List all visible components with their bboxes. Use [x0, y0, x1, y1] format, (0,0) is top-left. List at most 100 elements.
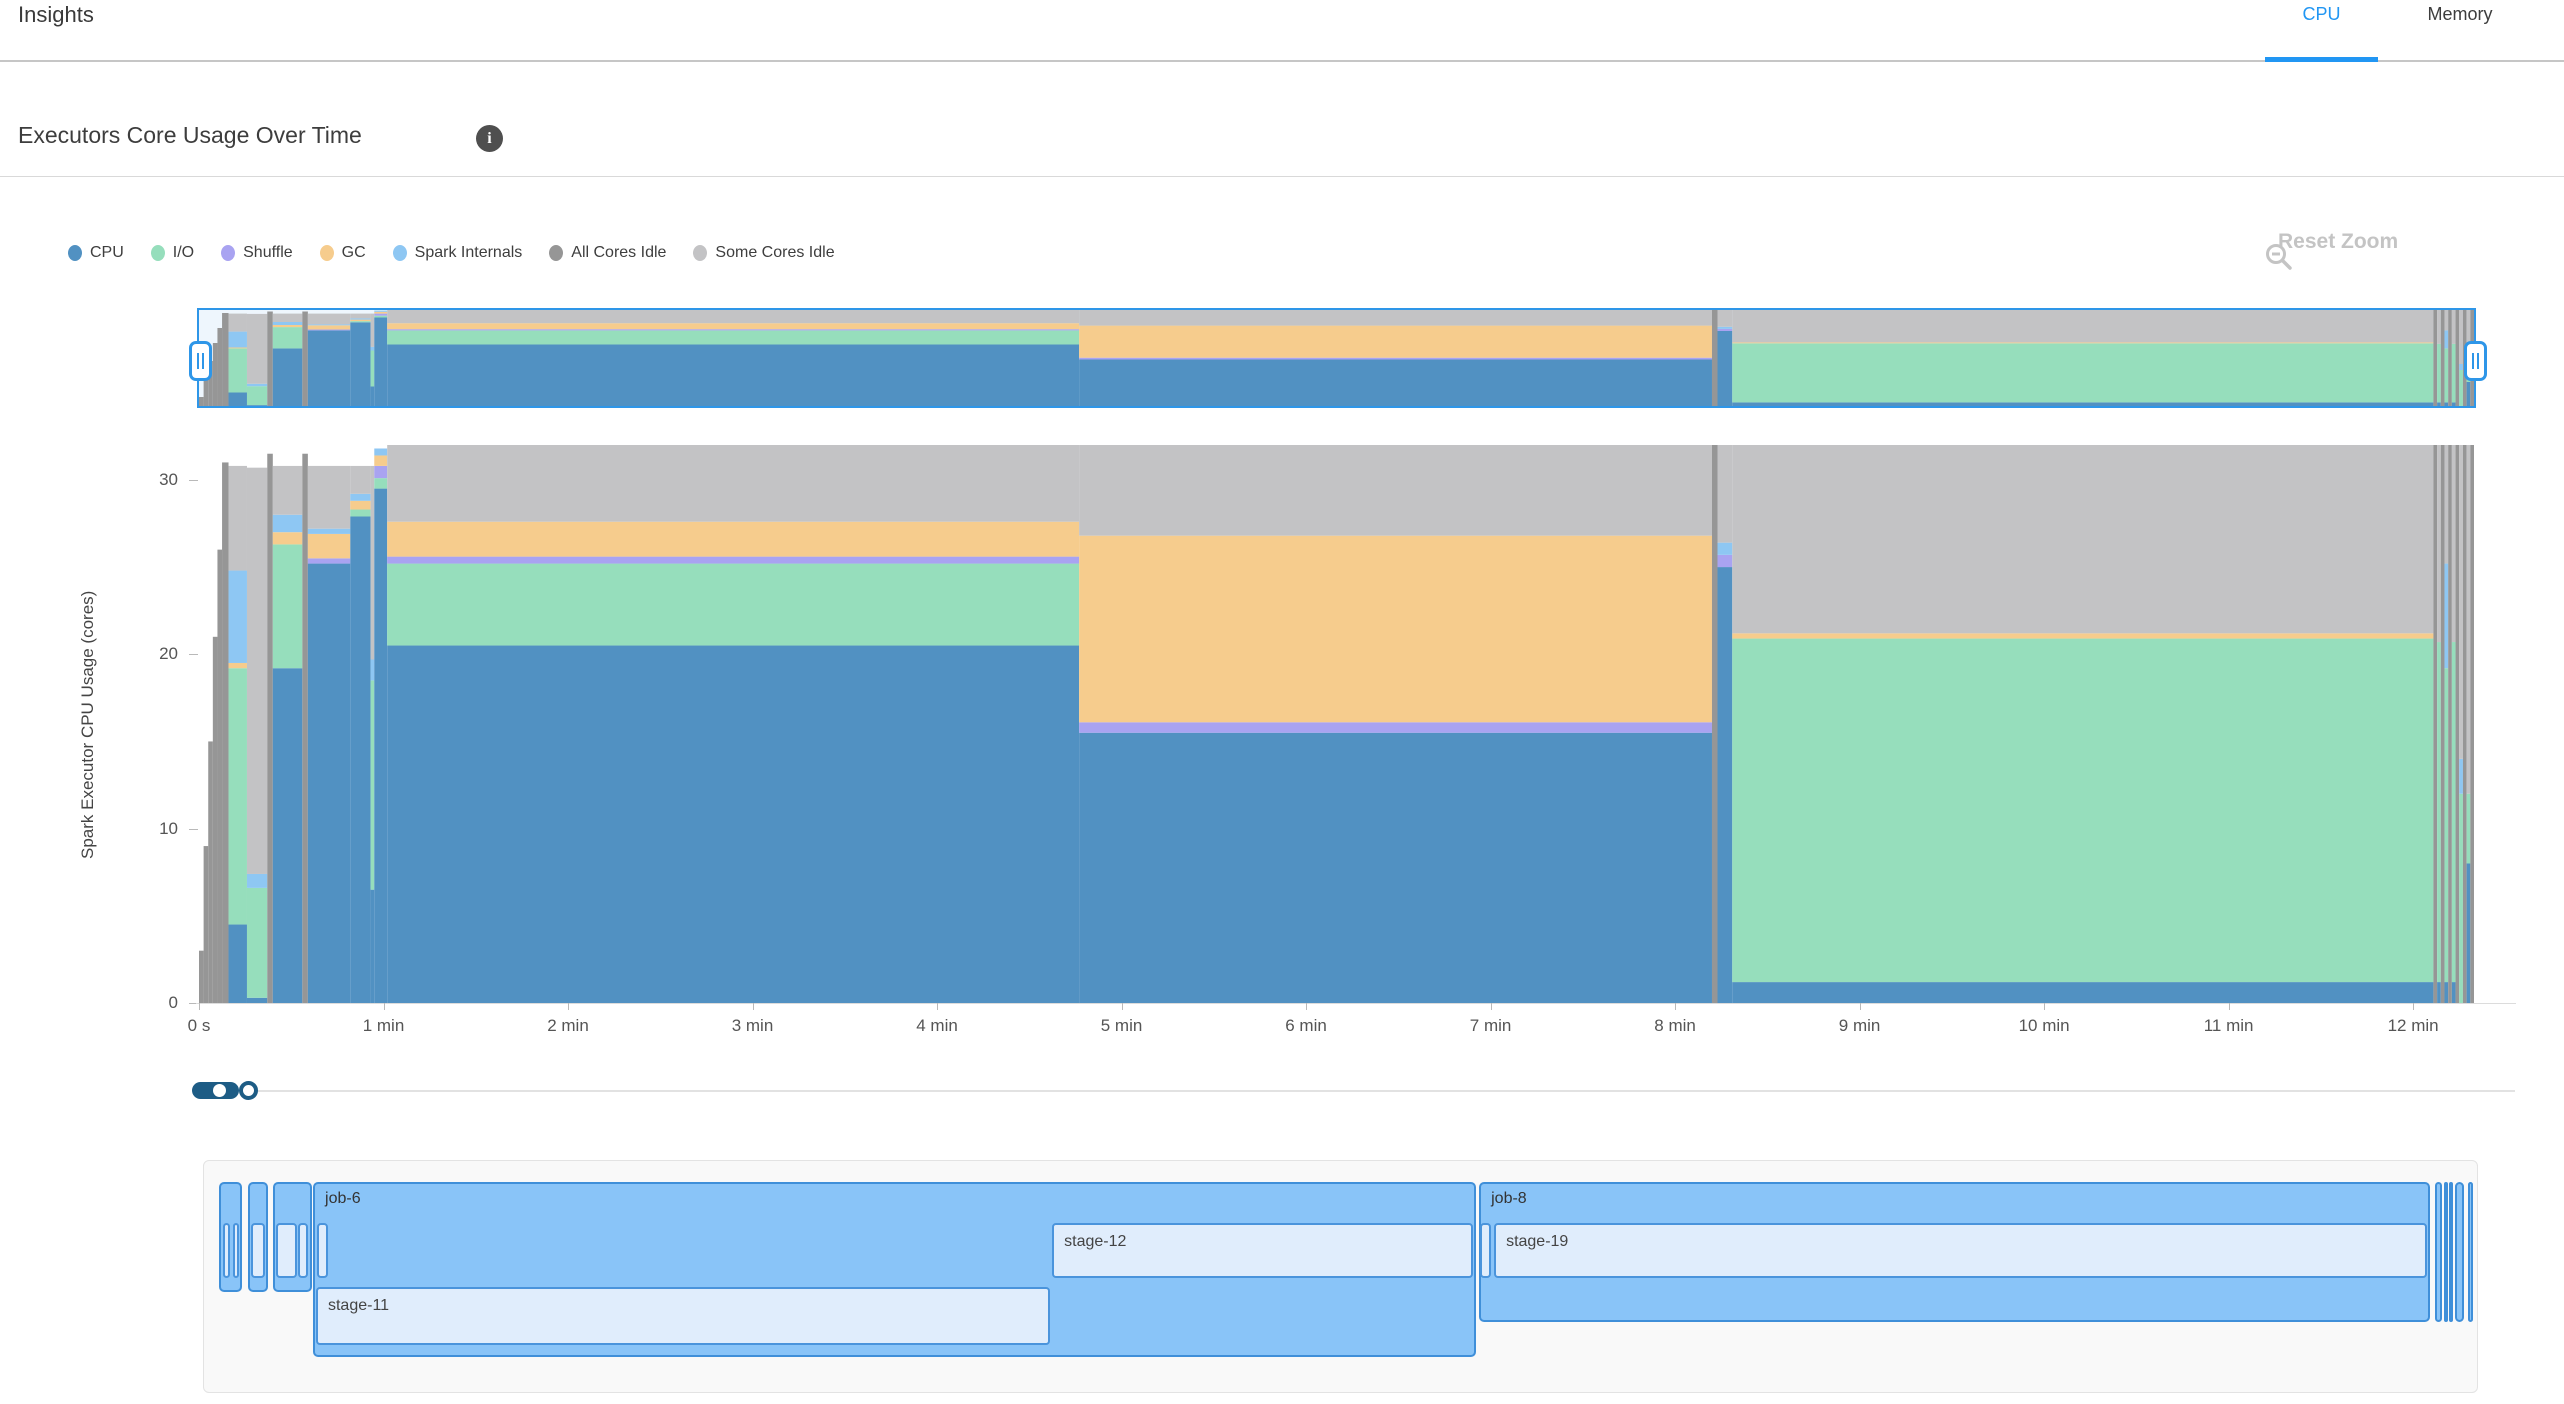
gantt-job-bar[interactable] [2449, 1182, 2454, 1322]
y-tick-mark [189, 654, 198, 656]
chart-segment-all_idle [222, 462, 229, 1003]
gantt-stage-bar[interactable] [222, 1223, 230, 1278]
gantt-stage-bar[interactable] [251, 1223, 266, 1278]
timeline-toggle-knob[interactable] [213, 1084, 226, 1097]
chart-segment-io [374, 315, 388, 318]
chart-segment-spark [272, 514, 303, 533]
chart-segment-all_idle [2440, 445, 2445, 1003]
chart-segment-spark [374, 310, 388, 312]
active-tab-underline [2265, 57, 2378, 62]
chart-segment-some_idle [246, 313, 268, 384]
x-tick-mark [2413, 1003, 2415, 1010]
y-tick-mark [189, 828, 198, 830]
gantt-stage-bar[interactable] [1480, 1223, 1492, 1278]
legend-label: I/O [172, 244, 195, 261]
reset-zoom-label: Reset Zoom [2278, 230, 2399, 253]
chart-segment-io [2437, 642, 2441, 983]
gantt-stage-bar-stage-12[interactable]: stage-12 [1052, 1223, 1474, 1278]
overview-chart[interactable] [199, 310, 2474, 406]
chart-segment-cpu [1079, 359, 1712, 406]
chart-segment-cpu [2451, 402, 2456, 406]
page-title: Insights [18, 2, 94, 27]
gantt-job-bar[interactable] [2454, 1182, 2464, 1322]
x-tick-mark [2044, 1003, 2046, 1010]
chart-segment-io [228, 348, 247, 393]
legend-item-all_idle: All Cores Idle [549, 244, 666, 262]
chart-segment-some_idle [1079, 445, 1712, 536]
chart-segment-io [370, 680, 375, 890]
legend-dot-all_idle [549, 245, 564, 261]
chart-segment-spark [2459, 364, 2463, 370]
chart-segment-some_idle [228, 313, 247, 332]
x-tick-mark [1121, 1003, 1123, 1010]
gantt-job-bar[interactable] [2443, 1182, 2448, 1322]
chart-segment-io [387, 330, 1080, 345]
timeline-slider-handle[interactable] [239, 1081, 258, 1100]
chart-segment-all_idle [208, 741, 213, 1003]
tab-memory[interactable]: Memory [2427, 4, 2493, 24]
chart-segment-shuffle [387, 556, 1080, 564]
chart-segment-cpu [1732, 982, 2434, 1003]
x-tick-label: 3 min [731, 1016, 774, 1035]
chart-segment-cpu [2444, 402, 2449, 406]
gantt-stage-bar[interactable] [275, 1223, 297, 1278]
legend-label: Spark Internals [414, 244, 523, 261]
chart-segment-shuffle [1079, 357, 1712, 360]
chart-segment-gc [272, 532, 303, 545]
chart-segment-cpu [2444, 982, 2449, 1003]
info-icon[interactable]: i [476, 125, 503, 152]
legend-item-cpu: CPU [68, 244, 124, 262]
chart-segment-io [2451, 642, 2456, 983]
tab-cpu[interactable]: CPU [2302, 4, 2341, 24]
chart-segment-io [2444, 348, 2449, 403]
chart-segment-spark [228, 331, 247, 348]
chart-segment-some_idle [2437, 310, 2441, 344]
chart-segment-io [350, 509, 371, 517]
brush-selection[interactable] [197, 308, 2476, 408]
gantt-stage-label: stage-11 [327, 1297, 390, 1314]
chart-segment-all_idle [302, 311, 308, 406]
x-tick-mark [937, 1003, 939, 1010]
brush-handle-right[interactable] [2464, 341, 2487, 381]
main-chart[interactable] [199, 445, 2474, 1003]
chart-segment-some_idle [2459, 310, 2463, 364]
x-tick-label: 0 s [187, 1016, 211, 1035]
chart-segment-spark [370, 346, 375, 351]
x-tick-label: 7 min [1469, 1016, 1512, 1035]
chart-segment-io [2459, 793, 2463, 1003]
reset-zoom-button[interactable]: Reset Zoom [2264, 230, 2399, 270]
chart-segment-cpu [1732, 402, 2434, 406]
gantt-stage-bar[interactable] [317, 1223, 328, 1278]
timeline-slider-track[interactable] [256, 1090, 2515, 1092]
chart-segment-all_idle [203, 379, 209, 406]
chart-segment-gc [1732, 342, 2434, 344]
brush-handle-left[interactable] [189, 341, 212, 381]
gantt-job-bar[interactable] [2435, 1182, 2442, 1322]
legend-item-io: I/O [150, 244, 195, 262]
chart-segment-io [1732, 343, 2434, 403]
chart-segment-io [272, 327, 303, 349]
x-tick-mark [1859, 1003, 1861, 1010]
gantt-stage-bar[interactable] [298, 1223, 309, 1278]
chart-segment-spark [350, 493, 371, 501]
legend-dot-cpu [68, 245, 82, 261]
chart-segment-spark [246, 383, 268, 387]
chart-segment-all_idle [267, 453, 273, 1003]
legend-dot-io [150, 245, 165, 261]
gantt-stage-bar[interactable] [232, 1223, 240, 1278]
chart-segment-spark [2444, 330, 2449, 349]
chart-segment-gc [387, 323, 1080, 330]
x-tick-mark [2228, 1003, 2230, 1010]
chart-segment-shuffle [1079, 722, 1712, 733]
gantt-stage-bar-stage-19[interactable]: stage-19 [1494, 1223, 2428, 1278]
x-tick-mark [1306, 1003, 1308, 1010]
chart-segment-some_idle [272, 465, 303, 515]
chart-segment-cpu [2451, 982, 2456, 1003]
section-divider [0, 176, 2564, 177]
gantt-stage-bar-stage-11[interactable]: stage-11 [315, 1287, 1051, 1345]
y-tick-label: 30 [159, 469, 178, 489]
chart-segment-gc [1079, 325, 1712, 358]
chart-segment-all_idle [2455, 445, 2460, 1003]
gantt-job-bar[interactable] [2468, 1182, 2474, 1322]
chart-segment-shuffle [374, 313, 388, 316]
